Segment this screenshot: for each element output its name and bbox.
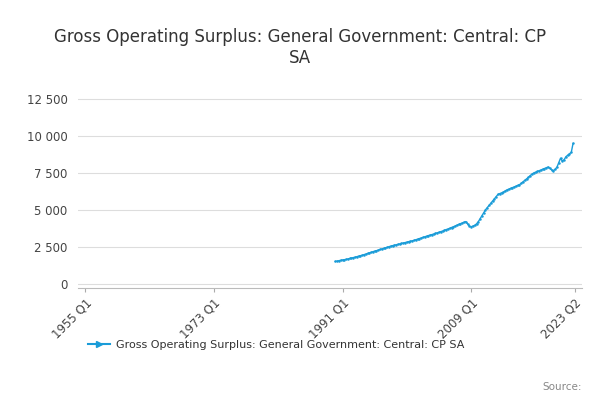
Legend: Gross Operating Surplus: General Government: Central: CP SA: Gross Operating Surplus: General Governm… [83, 336, 469, 354]
Text: Gross Operating Surplus: General Government: Central: CP
SA: Gross Operating Surplus: General Governm… [54, 28, 546, 67]
Text: Source:: Source: [542, 382, 582, 392]
